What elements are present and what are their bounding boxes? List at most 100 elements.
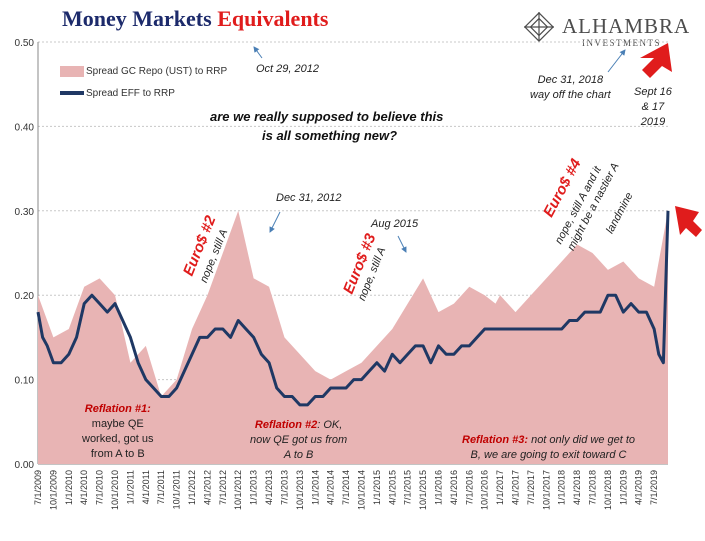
eff-spread-line <box>36 210 670 407</box>
x-tick-label: 1/1/2012 <box>187 470 197 505</box>
x-tick-label: 1/1/2011 <box>125 470 135 504</box>
x-tick-label: 10/1/2011 <box>172 470 182 509</box>
x-tick-label: 7/1/2017 <box>526 470 536 505</box>
x-tick-label: 7/1/2015 <box>403 470 413 505</box>
area-series-path <box>38 210 668 464</box>
reflation3-note: Reflation #3: not only did we get to B, … <box>462 433 635 463</box>
reflation1-l1: maybe QE <box>91 418 144 430</box>
x-axis-ticks: 7/1/2009 10/1/2009 1/1/2010 4/1/2010 7/1/201… <box>33 470 659 510</box>
repo-spread-area <box>38 210 668 464</box>
x-tick-label: 10/1/2013 <box>295 470 305 510</box>
legend-item-line: Spread EFF to RRP <box>60 82 227 104</box>
note-sept-2019: Sept 16 & 17 2019 <box>634 85 672 130</box>
title-part-navy: Money Markets <box>62 6 212 31</box>
x-tick-label: 10/1/2010 <box>110 470 120 510</box>
x-tick-label: 1/1/2016 <box>433 470 443 505</box>
x-tick-label: 1/1/2015 <box>372 470 382 505</box>
arrow-aug2015 <box>397 235 407 253</box>
legend-swatch-line <box>60 91 84 95</box>
alhambra-logo: ALHAMBRA INVESTMENTS <box>520 8 700 48</box>
note-dec31-2012: Dec 31, 2012 <box>276 192 342 204</box>
x-tick-label: 4/1/2015 <box>387 470 397 505</box>
x-tick-label: 7/1/2009 <box>33 470 43 505</box>
y-tick-label: 0.40 <box>15 122 35 133</box>
reflation3-l2: B, we are going to exit toward C <box>470 449 627 461</box>
legend-swatch-area <box>60 65 84 77</box>
reflation2-title: Reflation #2 <box>254 419 318 431</box>
question-line1: are we really supposed to believe this <box>210 109 444 124</box>
arrow-dec31-2012 <box>269 211 281 233</box>
x-tick-label: 7/1/2016 <box>464 470 474 505</box>
question-line2: is all something new? <box>262 128 398 143</box>
y-tick-label: 0.30 <box>15 207 35 218</box>
note-dec31-2018: Dec 31, 2018 way off the chart <box>530 73 611 103</box>
x-tick-label: 1/1/2018 <box>557 470 567 505</box>
note-dec31-2018-line1: Dec 31, 2018 <box>537 74 604 86</box>
title-part-red: Equivalents <box>217 6 329 31</box>
x-tick-label: 10/1/2009 <box>48 470 58 510</box>
x-tick-label: 1/1/2019 <box>618 470 628 505</box>
reflation1-l3: from A to B <box>90 448 145 460</box>
x-tick-label: 10/1/2018 <box>603 470 613 510</box>
chart-title: Money Markets Equivalents <box>62 6 328 32</box>
x-tick-label: 10/1/2015 <box>418 470 428 510</box>
x-tick-label: 4/1/2011 <box>141 470 151 504</box>
annotation-arrows <box>253 43 702 253</box>
reflation1-l2: worked, got us <box>82 433 154 445</box>
x-tick-label: 4/1/2019 <box>634 470 644 505</box>
x-tick-label: 10/1/2012 <box>233 470 243 510</box>
note-aug2015: Aug 2015 <box>371 218 419 230</box>
legend-item-area: Spread GC Repo (UST) to RRP <box>60 60 227 82</box>
x-tick-label: 4/1/2012 <box>202 470 212 505</box>
y-tick-label: 0.00 <box>15 460 35 471</box>
x-tick-label: 1/1/2014 <box>310 470 320 505</box>
x-tick-label: 4/1/2010 <box>79 470 89 505</box>
y-axis-ticks: 0.00 0.10 0.20 0.30 0.40 0.50 <box>15 38 35 471</box>
reflation3-l1: not only did we get to <box>528 434 636 446</box>
note-oct29-2012: Oct 29, 2012 <box>256 63 319 75</box>
y-tick-label: 0.20 <box>15 291 35 302</box>
x-tick-label: 10/1/2016 <box>480 470 490 510</box>
y-tick-label: 0.50 <box>15 38 35 49</box>
note-dec31-2018-line2: way off the chart <box>530 89 611 101</box>
arrow-dec31-2018 <box>607 49 626 73</box>
legend-label-area: Spread GC Repo (UST) to RRP <box>86 65 228 77</box>
x-tick-label: 7/1/2012 <box>218 470 228 505</box>
x-tick-label: 10/1/2017 <box>541 470 551 510</box>
x-tick-label: 4/1/2014 <box>326 470 336 505</box>
x-tick-label: 7/1/2019 <box>649 470 659 505</box>
note-sept-line1: Sept 16 <box>634 86 672 98</box>
x-tick-label: 10/1/2014 <box>356 470 366 510</box>
x-tick-label: 1/1/2017 <box>495 470 505 505</box>
reflation2-note: Reflation #2: OK, now QE got us from A t… <box>250 418 347 463</box>
x-tick-label: 7/1/2018 <box>588 470 598 505</box>
red-arrow-right-icon <box>675 206 702 237</box>
x-tick-label: 4/1/2017 <box>511 470 521 505</box>
x-tick-label: 7/1/2014 <box>341 470 351 505</box>
legend: Spread GC Repo (UST) to RRP Spread EFF t… <box>60 60 227 104</box>
reflation2-l2: now QE got us from <box>250 434 348 446</box>
reflation1-note: Reflation #1: maybe QE worked, got us fr… <box>82 402 154 462</box>
x-tick-label: 1/1/2013 <box>249 470 259 505</box>
line-series-path <box>36 210 670 407</box>
reflation2-l3: A to B <box>283 449 314 461</box>
reflation1-title: Reflation #1: <box>84 403 151 415</box>
x-tick-label: 4/1/2016 <box>449 470 459 505</box>
note-sept-line3: 2019 <box>640 116 666 128</box>
x-tick-label: 4/1/2013 <box>264 470 274 505</box>
y-tick-label: 0.10 <box>15 376 35 387</box>
x-tick-label: 7/1/2010 <box>95 470 105 505</box>
legend-label-line: Spread EFF to RRP <box>86 87 175 99</box>
x-tick-label: 1/1/2010 <box>64 470 74 505</box>
note-sept-line2: & 17 <box>641 101 665 113</box>
red-arrow-top-icon <box>640 43 672 78</box>
logo-subtitle: INVESTMENTS <box>582 38 661 48</box>
reflation3-title: Reflation #3: <box>462 434 529 446</box>
logo-name: ALHAMBRA <box>562 14 691 38</box>
x-tick-label: 4/1/2018 <box>572 470 582 505</box>
reflation2-l1: : OK, <box>317 419 343 431</box>
x-tick-label: 7/1/2013 <box>279 470 289 505</box>
x-tick-label: 7/1/2011 <box>156 470 166 504</box>
arrow-oct29-2012 <box>253 46 263 59</box>
